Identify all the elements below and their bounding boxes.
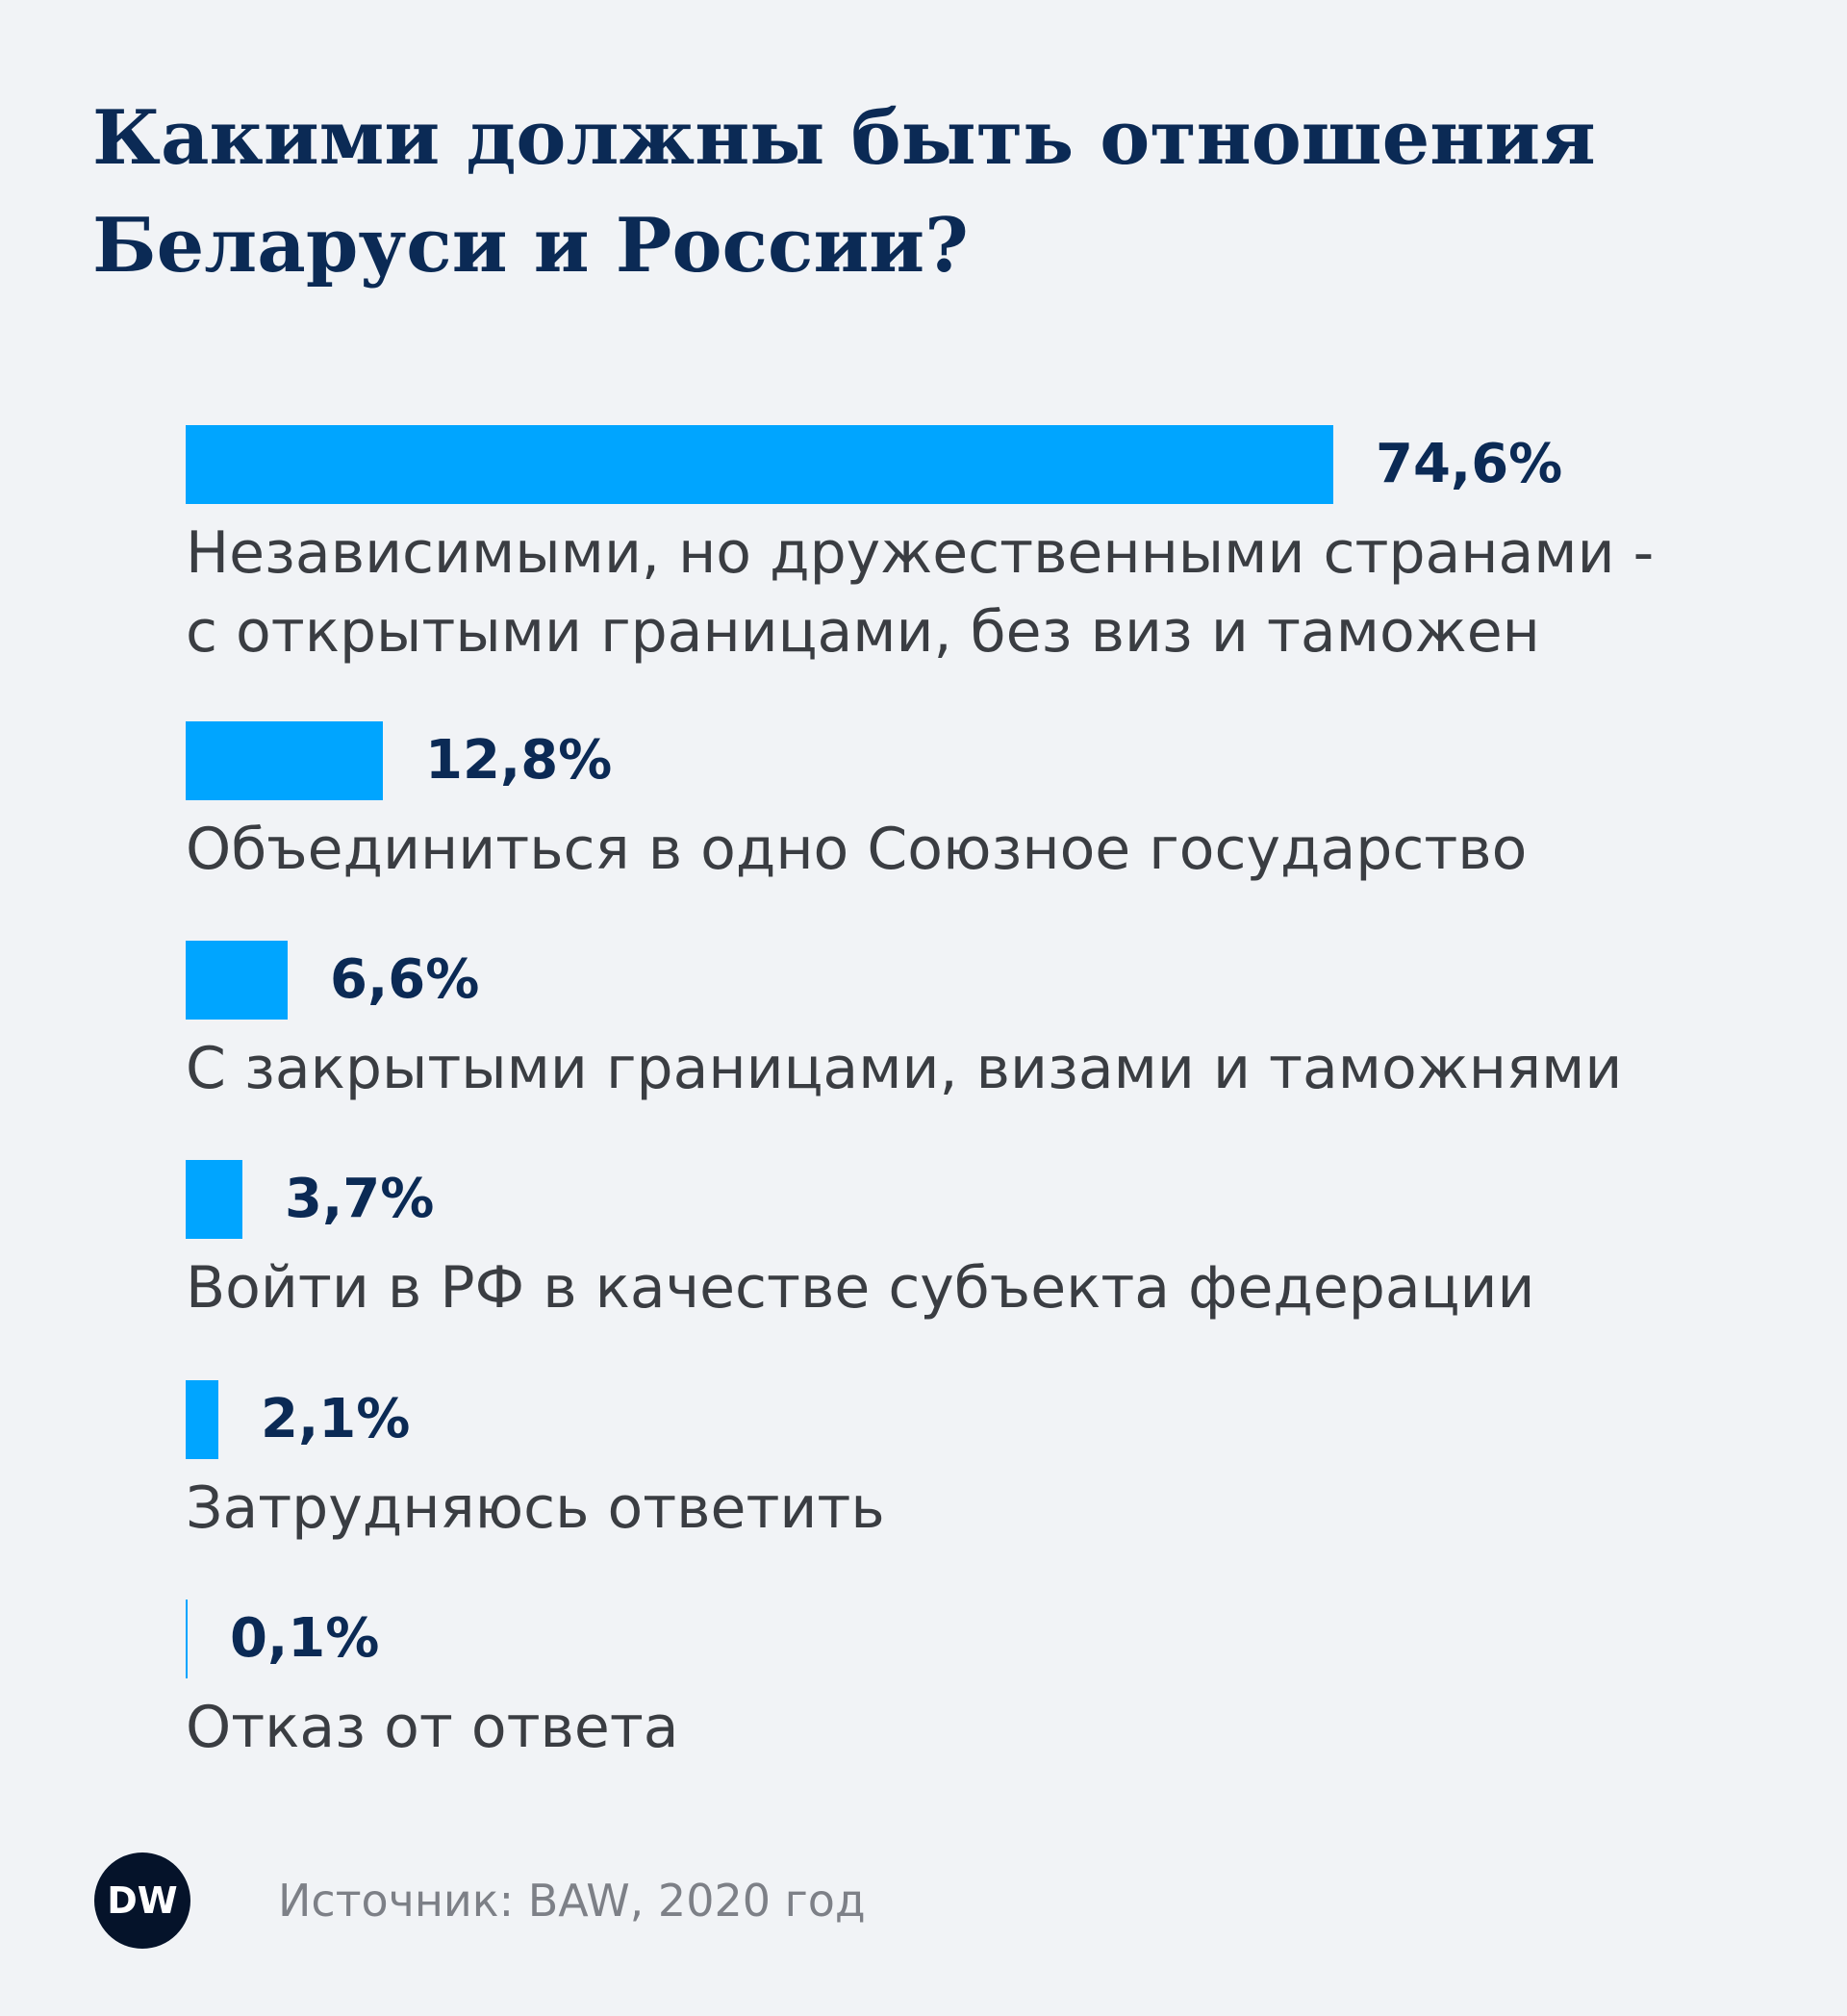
source-note: Источник: BAW, 2020 год — [278, 1875, 866, 1927]
category-label: Войти в РФ в качестве субъекта федерации — [186, 1254, 1535, 1322]
bar — [186, 941, 288, 1020]
footer: DW Источник: BAW, 2020 год — [92, 1851, 1728, 1956]
category-label: Объединиться в одно Союзное государство — [186, 816, 1528, 883]
bar-value-label: 3,7% — [285, 1168, 435, 1230]
category-label: Затрудняюсь ответить — [186, 1474, 885, 1542]
bar-chart: 74,6% Независимыми, но дружественными стр… — [186, 425, 1773, 1791]
bar-value-label: 12,8% — [425, 729, 613, 792]
dw-logo-icon: DW — [94, 1852, 190, 1949]
bar — [186, 721, 383, 800]
bar — [186, 1160, 242, 1239]
category-label: Независимыми, но дружественными странами… — [186, 519, 1655, 666]
category-label: Отказ от ответа — [186, 1694, 679, 1761]
category-label: С закрытыми границами, визами и таможням… — [186, 1035, 1623, 1102]
bar — [186, 1380, 218, 1459]
dw-logo-text: DW — [107, 1879, 177, 1922]
bar — [186, 425, 1333, 504]
bar-value-label: 2,1% — [261, 1388, 411, 1450]
page-title: Какими должны быть отношения Беларуси и … — [92, 94, 1596, 290]
bar-value-label: 0,1% — [230, 1607, 380, 1670]
bar — [186, 1600, 188, 1678]
bar-value-label: 74,6% — [1376, 433, 1563, 495]
bar-value-label: 6,6% — [330, 948, 480, 1011]
